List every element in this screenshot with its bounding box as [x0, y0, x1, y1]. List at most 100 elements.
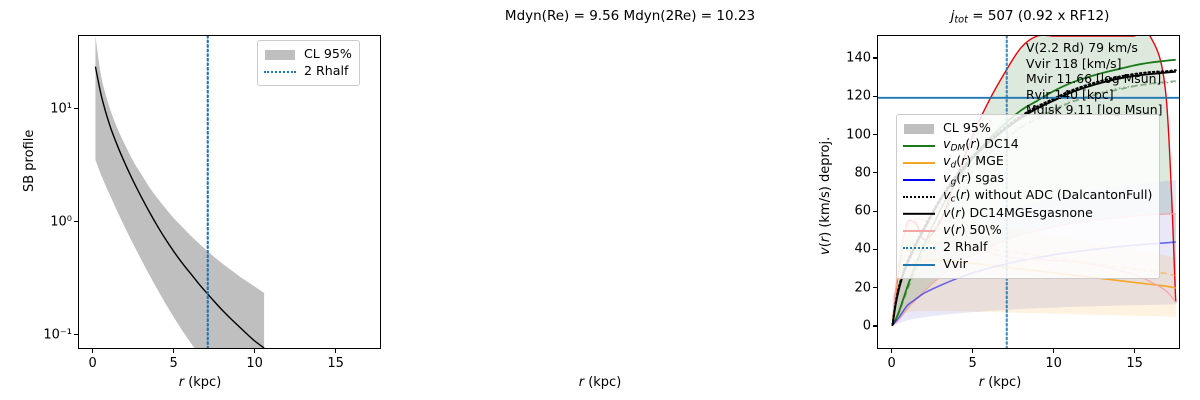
legend-line-swatch	[903, 229, 935, 232]
x-tickmark	[1134, 349, 1136, 353]
annotation-line: Vvir 118 [km/s]	[1026, 55, 1122, 71]
legend-item[interactable]: v(r) DC14MGEsgasnone	[903, 205, 1152, 222]
legend-line-swatch	[903, 263, 935, 266]
y-tick-label: 10⁰	[50, 214, 72, 230]
y-tickmark	[873, 210, 877, 212]
legend-label: 2 Rhalf	[304, 63, 349, 79]
legend-label: CL 95%	[304, 46, 352, 62]
legend-label: CL 95%	[943, 120, 991, 136]
y-tickmark	[873, 172, 877, 174]
velocity-profile-legend[interactable]: CL 95% vDM(r) DC14 vd(r) MGE vg(r) sgas vc(r…	[896, 114, 1161, 279]
legend-key	[903, 224, 935, 238]
legend-patch-swatch	[265, 49, 295, 60]
legend-key	[903, 173, 935, 187]
y-tick-label: 80	[854, 165, 871, 181]
y-tick-label: 100	[846, 127, 871, 143]
y-tick-label: 10¹	[50, 101, 72, 117]
legend-item[interactable]: CL 95%	[903, 120, 1152, 137]
x-tick-label: 10	[1045, 356, 1062, 371]
x-tickmark	[1053, 349, 1055, 353]
legend-key	[903, 207, 935, 221]
velocity-profile-title: Mdyn(Re) = 9.56 Mdyn(2Re) = 10.23	[504, 8, 756, 24]
legend-item[interactable]: Vvir	[903, 256, 1152, 273]
legend-item[interactable]: CL 95%	[264, 46, 352, 63]
sb-profile-xlabel: r (kpc)	[178, 375, 222, 390]
sb-profile-ylabel: SB profile	[22, 129, 37, 192]
annotation-line: Rvir 140 [kpc]	[1026, 86, 1114, 102]
panel-angular-momentum: jtot = 507 (0.92 x RF12) 051015010020030…	[800, 0, 1200, 400]
sb-profile-legend[interactable]: CL 95% 2 Rhalf	[257, 40, 360, 86]
x-tick-label: 15	[327, 356, 344, 371]
y-tickmark	[873, 133, 877, 136]
sb-profile-plot-area	[78, 35, 381, 349]
x-tickmark	[172, 349, 175, 353]
legend-key	[903, 258, 935, 272]
x-tickmark	[971, 349, 974, 353]
annotation-line: V(2.2 Rd) 79 km/s	[1026, 40, 1138, 55]
legend-key	[903, 122, 935, 136]
legend-line-swatch	[903, 161, 935, 164]
legend-item[interactable]: v(r) 50\%	[903, 222, 1152, 239]
sb-median-line	[94, 66, 265, 348]
y-tickmark	[873, 95, 877, 97]
legend-key	[903, 190, 935, 204]
annotation-line: Mvir 11.66 [log Msun]	[1026, 71, 1162, 86]
y-tick-label: 60	[854, 203, 871, 219]
annotation-line: Mdisk 9.11 [log Msun]	[1026, 102, 1163, 117]
x-tick-label: 0	[887, 356, 896, 371]
y-tick-label: 120	[846, 88, 871, 104]
y-tick-label: 40	[854, 241, 871, 257]
legend-item[interactable]: vDM(r) DC14	[903, 137, 1152, 154]
legend-line-swatch	[903, 178, 935, 181]
cl95-band	[95, 36, 265, 348]
legend-dotted-swatch	[903, 246, 935, 249]
legend-item[interactable]: vc(r) without ADC (DalcantonFull)	[903, 188, 1152, 205]
angular-momentum-xlabel: r (kpc)	[978, 375, 1022, 390]
panel-sb-profile: 0 5 10 15 10⁻¹ 10⁰ 10¹ r (kpc) SB profile CL 9…	[0, 0, 400, 400]
legend-key	[264, 48, 296, 62]
y-tickmark	[873, 57, 877, 59]
x-tickmark	[254, 349, 256, 353]
legend-label: 2 Rhalf	[943, 239, 988, 255]
x-tick-label: 15	[1126, 356, 1143, 371]
y-tick-label: 20	[854, 280, 871, 296]
legend-line-swatch	[903, 144, 935, 147]
legend-label: Vvir	[943, 256, 968, 272]
y-tickmark	[74, 334, 78, 336]
legend-key	[903, 156, 935, 170]
legend-label: v(r) DC14MGEsgasnone	[943, 205, 1093, 221]
x-tick-label: 0	[88, 356, 97, 371]
legend-item[interactable]: vg(r) sgas	[903, 171, 1152, 188]
legend-key	[903, 139, 935, 153]
panel-velocity-profile: Mdyn(Re) = 9.56 Mdyn(2Re) = 10.23	[400, 0, 1180, 400]
y-tickmark	[873, 325, 877, 327]
x-tick-label: 10	[246, 356, 263, 371]
legend-item[interactable]: vd(r) MGE	[903, 154, 1152, 171]
legend-key	[264, 65, 296, 79]
legend-dotted-swatch	[903, 195, 935, 198]
x-tickmark	[91, 349, 94, 353]
legend-item[interactable]: 2 Rhalf	[264, 63, 352, 80]
y-tickmark	[873, 287, 877, 289]
legend-line-swatch	[903, 212, 935, 215]
legend-label: v(r) 50\%	[943, 222, 1002, 238]
velocity-profile-xlabel: r (kpc)	[578, 375, 622, 390]
legend-item[interactable]: 2 Rhalf	[903, 239, 1152, 256]
y-tick-label: 140	[846, 50, 871, 66]
legend-patch-swatch	[904, 123, 934, 134]
sb-profile-svg	[94, 36, 265, 348]
x-tick-label: 5	[968, 356, 977, 371]
legend-label: vc(r) without ADC (DalcantonFull)	[943, 186, 1153, 205]
x-tickmark	[890, 349, 893, 353]
y-tickmark	[74, 108, 78, 110]
legend-key	[903, 241, 935, 255]
y-tickmark	[74, 221, 78, 223]
y-tick-label: 0	[862, 318, 871, 334]
angular-momentum-title: jtot = 507 (0.92 x RF12)	[950, 8, 1110, 26]
x-tick-label: 5	[169, 356, 178, 371]
legend-dotted-swatch	[264, 70, 296, 73]
legend-label: vg(r) sgas	[943, 169, 1005, 188]
legend-label: vd(r) MGE	[943, 152, 1004, 171]
y-tick-label: 10⁻¹	[43, 327, 72, 343]
